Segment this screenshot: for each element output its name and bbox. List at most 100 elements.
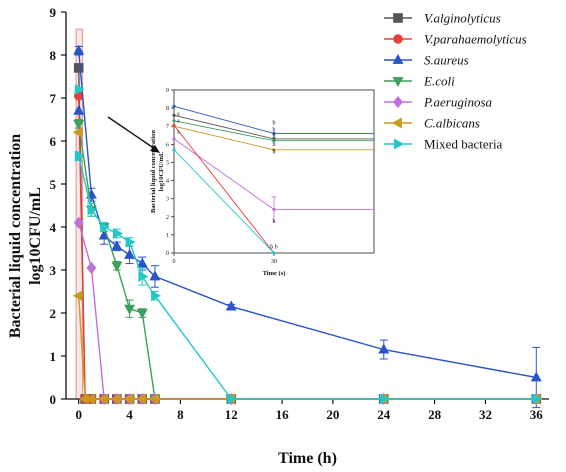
inset-series-4: [172, 137, 374, 223]
inset-y-tick-label: 7: [166, 124, 169, 130]
legend-item: E.coli: [384, 74, 455, 89]
y-tick-label: 3: [50, 263, 57, 278]
data-point: [379, 393, 390, 405]
inset-data-point: [172, 123, 176, 127]
y-tick-label: 7: [50, 91, 57, 106]
legend-marker: [392, 53, 404, 64]
inset-x-tick-label: 30: [271, 259, 277, 265]
y-tick-label: 5: [50, 177, 57, 192]
data-point: [136, 309, 148, 320]
series-5: [72, 290, 541, 405]
y-tick-label: 1: [50, 349, 57, 364]
x-ticks: 0 4 8 12 16 20 24 28 32 36: [75, 399, 543, 422]
data-point: [111, 240, 123, 251]
data-point: [136, 257, 148, 268]
legend-item: S.aureus: [384, 53, 469, 68]
legend-label: C.albicans: [424, 116, 480, 131]
inset-y-tick-label: 5: [166, 160, 169, 166]
x-tick-label: 20: [326, 407, 339, 422]
x-tick-label: 16: [276, 407, 290, 422]
data-point: [125, 236, 136, 248]
legend-marker: [392, 77, 404, 88]
data-point: [136, 393, 147, 405]
inset-y-tick-label: 8: [166, 106, 169, 112]
series-0: [73, 63, 542, 404]
series-layer: [72, 44, 543, 409]
legend-item: V.parahaemolyticus: [384, 32, 527, 47]
data-point: [72, 126, 83, 138]
legend-label: V.alginolyticus: [424, 11, 501, 26]
inset-y-tick-label: 4: [166, 179, 169, 185]
y-tick-label: 6: [50, 134, 57, 149]
legend-item: V.alginolyticus: [384, 11, 501, 26]
inset-annotation: a: [177, 119, 180, 125]
data-point: [149, 270, 161, 281]
data-point: [124, 304, 136, 315]
inset-annotation: a: [177, 129, 180, 135]
inset-data-point: [172, 119, 176, 123]
data-point: [85, 393, 96, 405]
data-point: [124, 248, 136, 259]
inset-annotation: b: [273, 120, 276, 126]
x-tick-label: 36: [530, 407, 544, 422]
data-point: [73, 63, 84, 73]
inset-series-line: [173, 149, 275, 254]
inset-series-layer: [172, 104, 374, 255]
x-tick-label: 32: [479, 407, 492, 422]
inset-y-axis-title: Bacterial liquid concentration log10CFU/…: [150, 130, 165, 213]
data-point: [73, 104, 85, 115]
inset-series-line: [173, 120, 275, 142]
legend-marker: [391, 117, 402, 129]
inset-y-tick-label: 6: [166, 142, 169, 148]
x-tick-label: 8: [177, 407, 184, 422]
y-tick-label: 4: [50, 220, 57, 235]
y-tick-label: 2: [50, 306, 57, 321]
data-point: [110, 393, 121, 405]
data-point: [530, 371, 542, 382]
data-point: [151, 290, 161, 302]
inset-y-tick-label: 1: [166, 233, 169, 239]
legend-marker: [393, 34, 403, 44]
y-axis-title: Bacterial liquid concentration log10CFU/…: [7, 134, 44, 339]
legend-item: C.albicans: [384, 116, 480, 131]
inset-y-tick-label: 2: [166, 215, 169, 221]
data-point: [98, 393, 109, 405]
inset-data-point: [272, 139, 276, 143]
y-tick-label: 9: [50, 5, 57, 20]
inset-annotation: b b: [270, 244, 278, 250]
data-point: [100, 221, 111, 233]
data-point: [532, 393, 543, 405]
inset-x-tick-label: 0: [173, 259, 176, 265]
inset-annotation: b: [273, 134, 276, 140]
data-point: [138, 270, 149, 282]
inset-y-tick-label: 9: [166, 88, 169, 94]
inset-y-axis-title-line-2: log10CFU/mL: [158, 151, 165, 191]
inset-data-point: [272, 251, 276, 255]
data-point: [378, 343, 390, 354]
data-point: [148, 393, 159, 405]
inset-annotation: b: [273, 149, 276, 155]
data-point: [225, 300, 237, 311]
inset-data-point: [172, 104, 176, 108]
inset-data-point: [272, 207, 276, 212]
legend-marker: [393, 13, 403, 23]
data-point: [123, 393, 134, 405]
legend-marker: [394, 138, 405, 150]
series-line: [78, 222, 537, 400]
y-axis-title-line-2: log10CFU/mL: [27, 187, 44, 285]
inset-annotation: b: [273, 142, 276, 148]
callout-arrow: [107, 116, 160, 153]
inset-annotation: b: [273, 219, 276, 225]
data-point: [111, 261, 123, 272]
y-ticks: 0 1 2 3 4 5 6 7 8 9: [50, 5, 66, 407]
inset-data-point: [272, 131, 276, 136]
data-point: [74, 150, 85, 162]
inset-series-line: [173, 105, 275, 134]
data-point: [73, 216, 84, 229]
y-axis-title-line-1: Bacterial liquid concentration: [7, 134, 24, 339]
data-point: [227, 393, 238, 405]
inset-y-axis-title-line-1: Bacterial liquid concentration: [150, 130, 157, 213]
